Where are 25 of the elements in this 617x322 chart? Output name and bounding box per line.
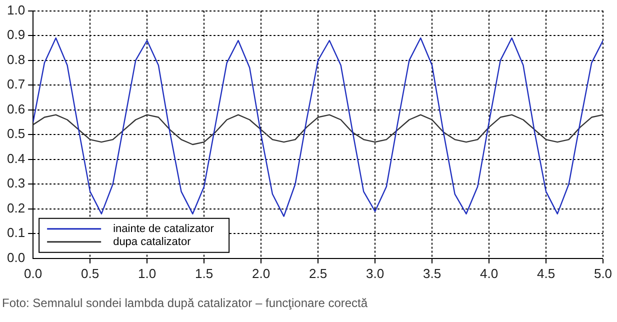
y-tick-label: 0.1	[6, 225, 26, 240]
y-tick-label: 0.7	[6, 76, 26, 92]
y-tick-label: 0.2	[6, 200, 26, 216]
y-tick-label: 0.6	[6, 101, 26, 116]
x-tick-label: 0.5	[81, 266, 100, 281]
x-tick-label: 0.0	[24, 266, 42, 281]
y-tick-label: 0.8	[6, 52, 26, 67]
text: Foto: Semnalul sondei lambda după catalizator – funcţionare corectă	[2, 296, 368, 310]
x-tick-label: 1.5	[195, 266, 214, 281]
x-tick-label: 1.0	[138, 266, 156, 281]
y-tick-label: 0.4	[6, 150, 26, 166]
y-tick-label: 0.0	[6, 250, 26, 265]
x-tick-label: 4.5	[536, 266, 556, 281]
legend-label: dupa catalizator	[113, 236, 192, 248]
y-tick-label: 1.0	[6, 2, 26, 18]
x-tick-label: 2.0	[252, 266, 270, 281]
x-tick-label: 3.0	[366, 266, 384, 281]
x-tick-label: 4.0	[480, 266, 498, 281]
x-tick-label: 5.0	[594, 266, 612, 281]
x-tick-label: 3.5	[422, 266, 442, 281]
legend-label: inainte de catalizator	[113, 222, 214, 235]
y-tick-label: 0.5	[6, 126, 26, 142]
y-tick-label: 0.9	[6, 27, 26, 42]
x-tick-label: 2.5	[308, 266, 328, 281]
y-tick-label: 0.3	[6, 176, 26, 191]
